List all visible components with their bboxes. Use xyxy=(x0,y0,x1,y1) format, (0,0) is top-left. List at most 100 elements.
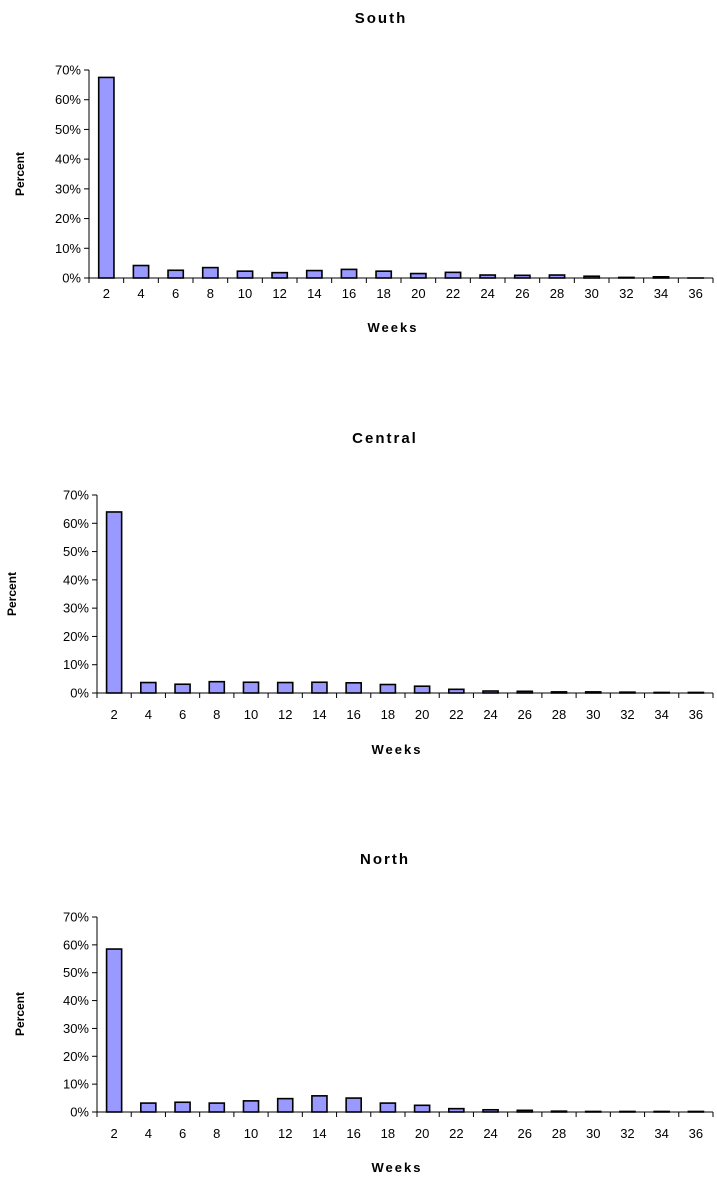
y-tick-label: 50% xyxy=(55,122,81,137)
bar-week-18 xyxy=(375,270,393,279)
y-tick-label: 30% xyxy=(63,1021,89,1036)
x-tick-label: 34 xyxy=(654,1126,668,1141)
x-tick-label: 18 xyxy=(381,707,395,722)
x-tick-label: 18 xyxy=(376,286,390,301)
bar-week-20 xyxy=(413,685,431,694)
y-tick-label: 30% xyxy=(63,601,89,616)
bar-week-24 xyxy=(479,274,497,279)
y-tick-label: 70% xyxy=(63,488,89,503)
x-tick-label: 30 xyxy=(584,286,598,301)
x-tick-label: 6 xyxy=(179,1126,186,1141)
x-axis-label: Weeks xyxy=(368,320,419,335)
x-tick-label: 22 xyxy=(449,1126,463,1141)
bar-week-6 xyxy=(174,683,191,694)
x-tick-label: 6 xyxy=(172,286,179,301)
bar-week-34 xyxy=(653,1110,670,1113)
y-tick-label: 30% xyxy=(55,181,81,196)
x-tick-label: 32 xyxy=(619,286,633,301)
y-tick-label: 70% xyxy=(55,63,81,78)
bar-week-8 xyxy=(201,266,219,279)
bar-week-18 xyxy=(379,683,397,694)
bar-week-26 xyxy=(516,690,534,694)
bar-week-10 xyxy=(242,681,260,694)
x-tick-label: 28 xyxy=(552,707,566,722)
bar-week-2 xyxy=(97,76,115,279)
bar-week-30 xyxy=(583,275,601,279)
x-tick-label: 2 xyxy=(103,286,110,301)
bar-week-4 xyxy=(140,1102,157,1113)
y-tick-label: 60% xyxy=(63,516,89,531)
y-tick-label: 40% xyxy=(63,572,89,587)
bar-week-2 xyxy=(105,511,123,694)
x-tick-label: 34 xyxy=(654,286,668,301)
bar-week-32 xyxy=(617,276,635,279)
y-tick-label: 0% xyxy=(62,271,81,286)
y-tick-label: 50% xyxy=(63,965,89,980)
x-tick-label: 16 xyxy=(346,1126,360,1141)
x-tick-label: 8 xyxy=(207,286,214,301)
y-tick-label: 50% xyxy=(63,544,89,559)
y-axis-label: Percent xyxy=(5,572,19,616)
chart-title: Central xyxy=(352,430,418,447)
x-tick-label: 8 xyxy=(213,707,220,722)
y-tick-label: 0% xyxy=(70,1105,89,1120)
y-tick-label: 20% xyxy=(63,629,89,644)
x-tick-label: 8 xyxy=(213,1126,220,1141)
bar-week-30 xyxy=(584,691,602,694)
bar-week-14 xyxy=(311,1095,328,1113)
x-tick-label: 4 xyxy=(145,707,152,722)
x-tick-label: 20 xyxy=(415,707,429,722)
bar-week-14 xyxy=(311,681,328,694)
bar-week-34 xyxy=(653,691,670,694)
bar-week-10 xyxy=(236,270,254,279)
bar-week-2 xyxy=(105,948,123,1113)
bar-week-36 xyxy=(687,1110,705,1113)
bar-week-30 xyxy=(584,1110,602,1113)
x-tick-label: 16 xyxy=(342,286,356,301)
bar-week-14 xyxy=(305,269,323,279)
bar-week-22 xyxy=(448,688,465,694)
x-tick-label: 20 xyxy=(411,286,425,301)
x-tick-label: 10 xyxy=(238,286,252,301)
bar-week-6 xyxy=(167,269,185,279)
x-tick-label: 32 xyxy=(620,707,634,722)
x-tick-label: 2 xyxy=(110,707,117,722)
x-tick-label: 36 xyxy=(688,286,702,301)
bar-week-28 xyxy=(548,274,566,279)
y-tick-label: 60% xyxy=(63,937,89,952)
bar-week-28 xyxy=(550,1110,568,1113)
x-tick-label: 24 xyxy=(483,1126,497,1141)
y-tick-label: 20% xyxy=(63,1049,89,1064)
bar-week-20 xyxy=(409,272,427,279)
bar-week-10 xyxy=(242,1100,260,1113)
bar-week-4 xyxy=(132,264,150,279)
bar-week-24 xyxy=(482,1108,499,1113)
bar-week-8 xyxy=(208,680,226,694)
x-tick-label: 34 xyxy=(654,707,668,722)
x-tick-label: 36 xyxy=(689,1126,703,1141)
bar-week-32 xyxy=(619,1110,636,1113)
bar-week-12 xyxy=(271,271,289,279)
x-tick-label: 14 xyxy=(307,286,321,301)
y-tick-label: 70% xyxy=(63,910,89,925)
bar-week-26 xyxy=(516,1109,534,1113)
x-tick-label: 18 xyxy=(381,1126,395,1141)
x-tick-label: 12 xyxy=(278,1126,292,1141)
y-tick-label: 20% xyxy=(55,211,81,226)
bar-week-22 xyxy=(448,1107,465,1113)
y-tick-label: 60% xyxy=(55,92,81,107)
x-tick-label: 6 xyxy=(179,707,186,722)
x-tick-label: 10 xyxy=(244,707,258,722)
y-tick-label: 40% xyxy=(55,152,81,167)
x-tick-label: 28 xyxy=(552,1126,566,1141)
bar-week-36 xyxy=(687,691,705,694)
bar-week-32 xyxy=(619,691,636,694)
bar-week-16 xyxy=(340,268,358,279)
x-tick-label: 4 xyxy=(137,286,144,301)
bar-week-18 xyxy=(379,1102,397,1113)
x-tick-label: 10 xyxy=(244,1126,258,1141)
y-tick-label: 40% xyxy=(63,993,89,1008)
x-tick-label: 4 xyxy=(145,1126,152,1141)
